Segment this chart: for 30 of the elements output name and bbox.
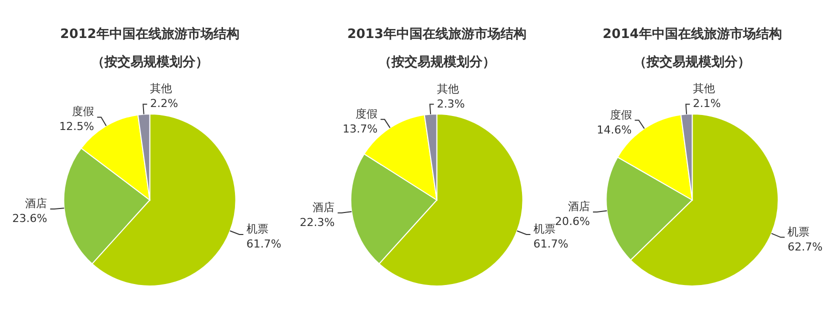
data-label: 62.7% bbox=[788, 240, 823, 254]
slice-label: 酒店 bbox=[312, 200, 335, 214]
data-label: 2.1% bbox=[692, 97, 721, 110]
data-label: 23.6% bbox=[12, 212, 48, 226]
chart-title: 2012年中国在线旅游市场结构 bbox=[60, 26, 240, 42]
data-label: 14.6% bbox=[596, 123, 632, 136]
slice-label: 其他 bbox=[436, 82, 459, 96]
slice-label: 其他 bbox=[692, 82, 715, 96]
chart-subtitle: （按交易规模划分） bbox=[634, 54, 751, 70]
slice-label: 其他 bbox=[150, 82, 172, 96]
data-label: 12.5% bbox=[59, 120, 94, 134]
data-label: 20.6% bbox=[555, 215, 590, 228]
slice-label: 机票 bbox=[788, 225, 810, 238]
data-label: 22.3% bbox=[300, 216, 335, 229]
data-label: 2.3% bbox=[436, 97, 465, 110]
data-label: 2.2% bbox=[150, 97, 178, 110]
slice-label: 度假 bbox=[610, 108, 632, 122]
slice-label: 度假 bbox=[72, 105, 94, 118]
slice-label: 度假 bbox=[356, 107, 378, 120]
data-label: 13.7% bbox=[342, 122, 378, 136]
chart-title: 2013年中国在线旅游市场结构 bbox=[347, 26, 526, 42]
chart-title: 2014年中国在线旅游市场结构 bbox=[602, 26, 782, 42]
slice-label: 机票 bbox=[533, 222, 556, 236]
slice-label: 酒店 bbox=[25, 197, 48, 210]
data-label: 61.7% bbox=[246, 237, 282, 250]
chart-subtitle: （按交易规模划分） bbox=[378, 54, 496, 70]
data-label: 61.7% bbox=[533, 237, 568, 250]
slice-label: 酒店 bbox=[568, 200, 590, 214]
slice-label: 机票 bbox=[246, 222, 268, 236]
chart-subtitle: （按交易规模划分） bbox=[91, 54, 208, 70]
